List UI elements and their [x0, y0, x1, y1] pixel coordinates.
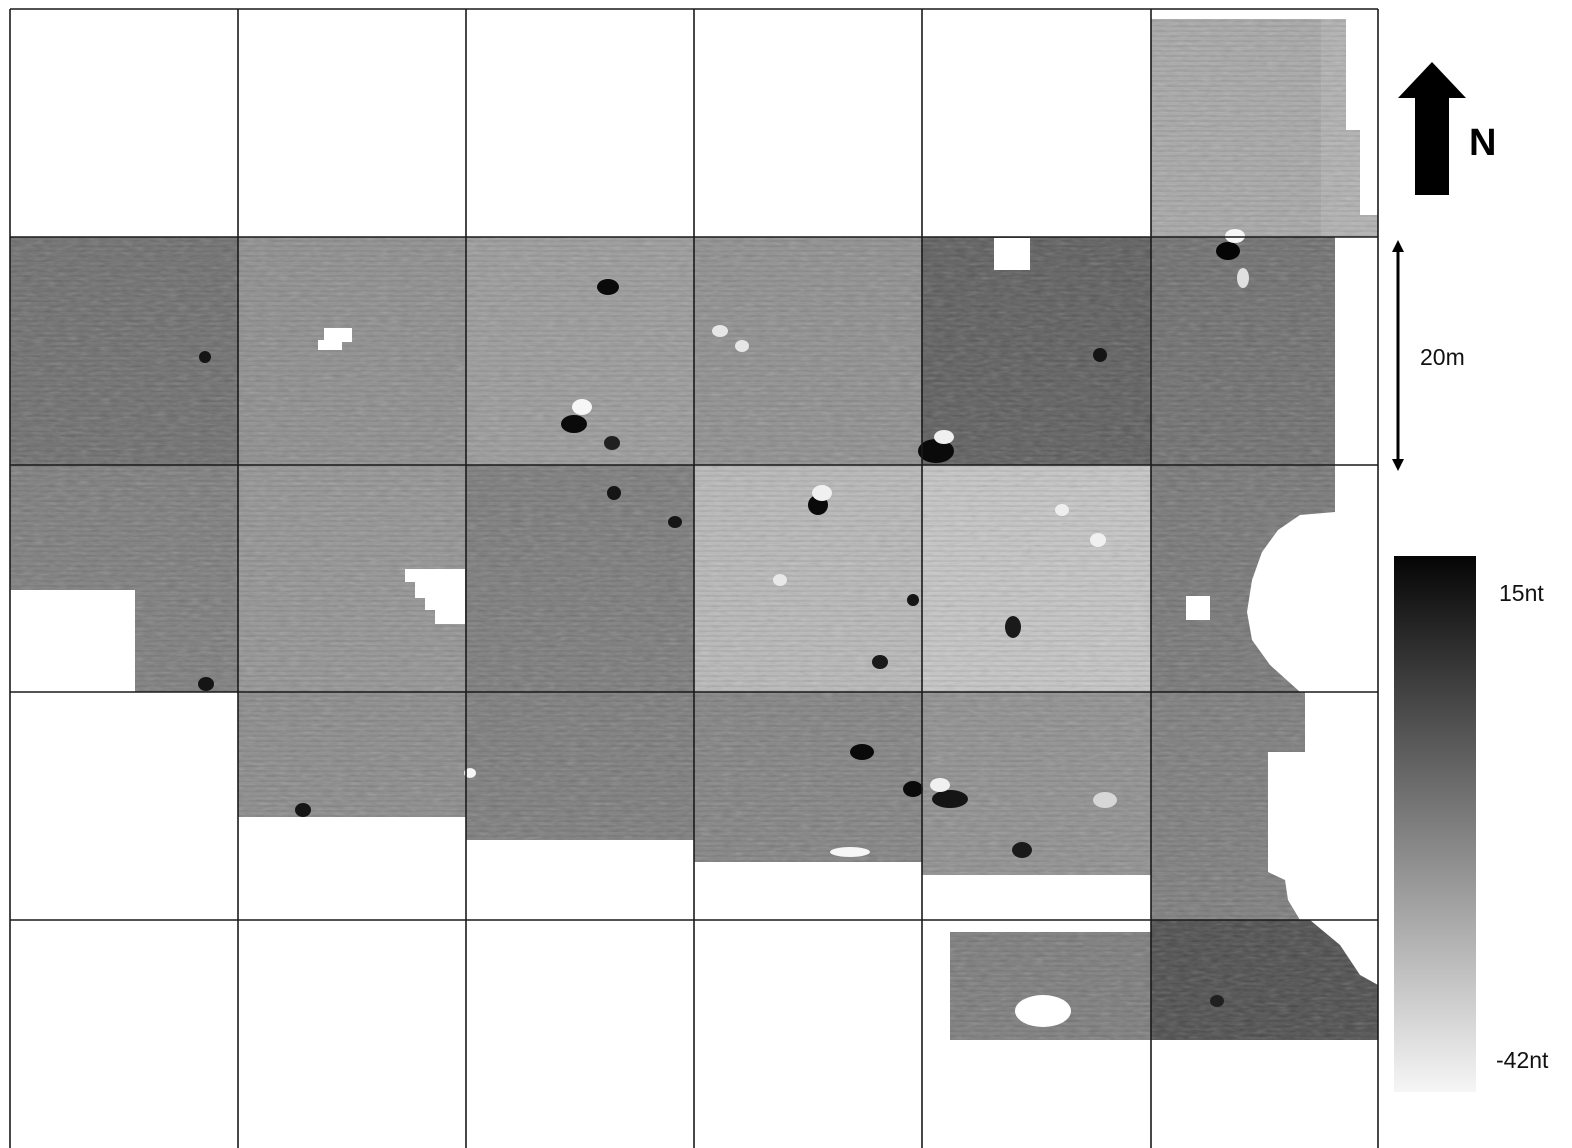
colorbar-max-label: 15nt — [1499, 580, 1544, 606]
anomaly-dark — [903, 781, 923, 797]
anomaly-light — [1093, 792, 1117, 808]
no-data-patch — [318, 328, 352, 350]
anomaly-light — [735, 340, 749, 352]
anomaly-dark — [668, 516, 682, 528]
anomaly-light — [572, 399, 592, 415]
anomaly-dark — [199, 351, 211, 363]
north-arrow-icon — [1398, 62, 1466, 195]
anomaly-light — [773, 574, 787, 586]
anomaly-light — [1237, 268, 1249, 288]
anomaly-light — [464, 768, 476, 778]
scale-bar — [1392, 240, 1404, 471]
anomaly-dark — [1012, 842, 1032, 858]
anomaly-dark — [1005, 616, 1021, 638]
anomaly-dark — [295, 803, 311, 817]
anomaly-dark — [607, 486, 621, 500]
no-data-patch — [1015, 995, 1071, 1027]
anomaly-dark — [1216, 242, 1240, 260]
anomaly-dark — [604, 436, 620, 450]
no-data-patch — [405, 569, 465, 624]
anomaly-light — [1090, 533, 1106, 547]
anomaly-light — [934, 430, 954, 444]
anomaly-dark — [907, 594, 919, 606]
anomaly-dark — [872, 655, 888, 669]
anomaly-light — [930, 778, 950, 792]
anomaly-light — [1055, 504, 1069, 516]
anomaly-dark — [932, 790, 968, 808]
scale-label: 20m — [1420, 344, 1465, 370]
anomaly-dark — [561, 415, 587, 433]
colorbar-min-label: -42nt — [1496, 1047, 1549, 1073]
no-data-patches — [318, 238, 1210, 1027]
anomaly-light — [1225, 229, 1245, 243]
anomaly-dark — [918, 439, 954, 463]
anomaly-dark — [1093, 348, 1107, 362]
magnetic-anomalies — [198, 229, 1249, 1007]
no-data-patch — [994, 238, 1030, 270]
anomaly-dark — [198, 677, 214, 691]
anomaly-dark — [850, 744, 874, 760]
north-label: N — [1469, 122, 1497, 164]
anomaly-light — [812, 485, 832, 501]
no-data-patch — [1186, 596, 1210, 620]
anomaly-light — [712, 325, 728, 337]
survey-grid — [9, 8, 1379, 1148]
colorbar-gradient — [1394, 556, 1476, 1092]
anomaly-dark — [597, 279, 619, 295]
anomaly-light — [830, 847, 870, 857]
anomaly-dark — [1210, 995, 1224, 1007]
